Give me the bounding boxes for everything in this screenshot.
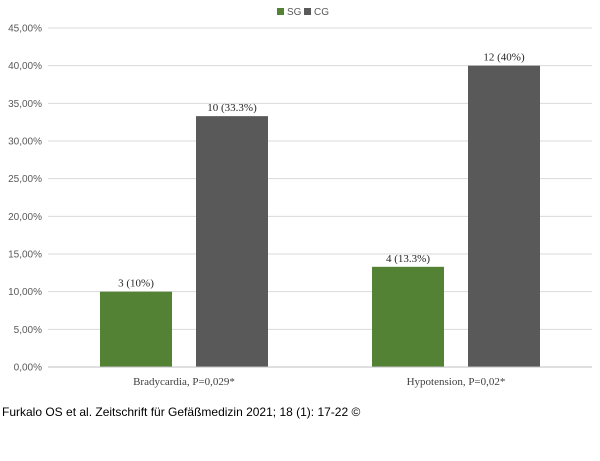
- y-tick-label: 10,00%: [8, 287, 42, 298]
- bars: [100, 65, 540, 368]
- y-tick-label: 30,00%: [8, 137, 42, 148]
- data-label: 3 (10%): [118, 278, 154, 290]
- y-tick-label: 40,00%: [8, 61, 42, 72]
- bar-sg: [100, 291, 172, 367]
- legend-label: SG: [287, 7, 302, 18]
- x-axis: Bradycardia, P=0,029* Hypotension, P=0,02…: [48, 366, 592, 388]
- citation-text: Furkalo OS et al. Zeitschrift für Gefäßm…: [2, 405, 361, 419]
- data-label: 10 (33.3%): [207, 102, 257, 114]
- legend-label: CG: [314, 7, 329, 18]
- y-tick-label: 35,00%: [8, 99, 42, 110]
- legend-swatch-sg: [277, 8, 284, 15]
- y-axis: 0,00% 5,00% 10,00% 15,00% 20,00% 25,00% 30,00%…: [8, 24, 42, 374]
- legend: SG CG: [277, 7, 329, 18]
- bar-sg: [372, 266, 444, 367]
- data-label: 4 (13.3%): [386, 253, 430, 265]
- data-labels: 3 (10%) 10 (33.3%) 4 (13.3%) 12 (40%): [118, 52, 525, 290]
- y-tick-label: 45,00%: [8, 24, 42, 35]
- y-tick-label: 25,00%: [8, 174, 42, 185]
- data-label: 12 (40%): [483, 52, 525, 64]
- x-category-label: Bradycardia, P=0,029*: [133, 376, 235, 388]
- y-tick-label: 15,00%: [8, 250, 42, 261]
- y-tick-label: 0,00%: [14, 363, 42, 374]
- y-tick-label: 20,00%: [8, 212, 42, 223]
- x-category-label: Hypotension, P=0,02*: [407, 376, 506, 388]
- bar-cg: [468, 65, 540, 368]
- bar-cg: [196, 116, 268, 367]
- y-tick-label: 5,00%: [14, 325, 42, 336]
- legend-swatch-cg: [304, 8, 311, 15]
- bar-chart: 0,00% 5,00% 10,00% 15,00% 20,00% 25,00% 30,00%…: [8, 7, 592, 388]
